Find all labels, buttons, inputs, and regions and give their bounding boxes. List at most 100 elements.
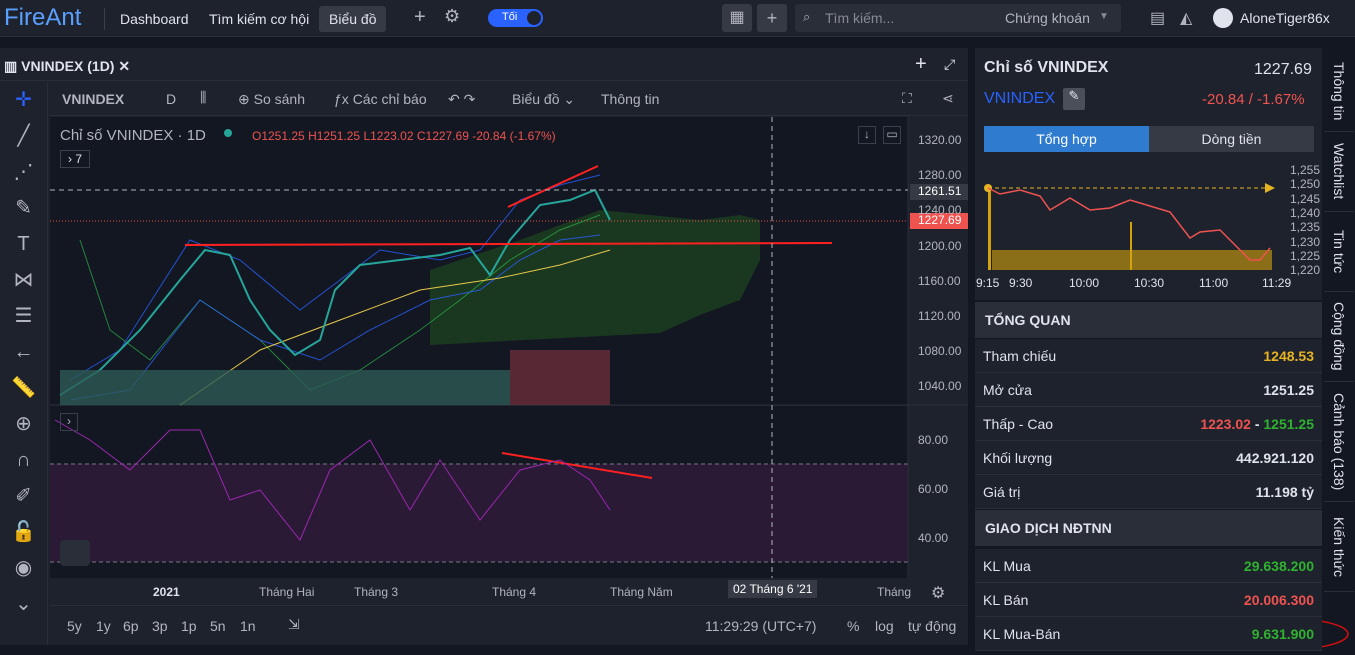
- tb-interval[interactable]: D: [166, 91, 177, 107]
- bell-icon[interactable]: ◭: [1180, 10, 1193, 27]
- range-btn[interactable]: 3p: [152, 618, 168, 634]
- nav-dashboard[interactable]: Dashboard: [120, 11, 189, 27]
- edit-btn[interactable]: ✎: [1063, 88, 1085, 110]
- tb-compare[interactable]: ⊕ So sánh: [238, 91, 305, 107]
- range-btn[interactable]: 1p: [181, 618, 197, 634]
- auto-toggle[interactable]: tự động: [908, 618, 957, 634]
- overview-row: Khối lượng 442.921.120: [975, 441, 1322, 475]
- mini-chart: [984, 183, 1275, 270]
- mini-y-label: 1,255: [1290, 163, 1321, 177]
- date-range-icon[interactable]: ⇲: [288, 616, 300, 632]
- tab-icon: ▥: [4, 58, 22, 74]
- row-label: Tham chiếu: [983, 348, 1057, 364]
- price-tick-label: 1080.00: [918, 344, 962, 358]
- status-dot: [224, 129, 232, 137]
- price-tick-label: 1160.00: [918, 274, 961, 288]
- divider: [104, 8, 105, 30]
- add-icon[interactable]: +: [414, 6, 426, 28]
- side-tab[interactable]: Thông tin: [1324, 52, 1354, 132]
- axis-settings[interactable]: ⚙: [931, 585, 946, 602]
- tb-candle[interactable]: ⫼: [200, 89, 207, 105]
- tb-share[interactable]: ⋖: [942, 90, 954, 106]
- tool-lock[interactable]: 🔓: [11, 521, 36, 543]
- tb-indicators[interactable]: ƒx Các chỉ báo: [334, 91, 427, 107]
- pane-down[interactable]: ↓: [858, 126, 876, 144]
- rsi-collapse[interactable]: ›: [60, 413, 78, 431]
- nav-search[interactable]: Tìm kiếm cơ hội: [209, 11, 310, 27]
- add-btn[interactable]: +: [757, 4, 787, 32]
- range-btn[interactable]: 5n: [210, 618, 226, 634]
- range-btn[interactable]: 5y: [67, 618, 82, 634]
- tool-text[interactable]: T: [17, 233, 30, 255]
- tool-collapse[interactable]: ⌄: [15, 593, 32, 615]
- tab-expand[interactable]: ⤢: [944, 56, 956, 72]
- overview-row: Tham chiếu 1248.53: [975, 339, 1322, 373]
- nav-chart[interactable]: Biểu đồ: [319, 6, 387, 32]
- time-tick-label: Tháng Hai: [259, 585, 315, 599]
- layout-btn[interactable]: ▦: [722, 4, 752, 32]
- mini-x-label: 10:30: [1134, 276, 1165, 290]
- range-btn[interactable]: 1y: [96, 618, 111, 634]
- logo[interactable]: FireAnt: [4, 4, 82, 31]
- divider: [0, 80, 968, 81]
- percent-toggle[interactable]: %: [847, 618, 860, 634]
- legend-title: Chỉ số VNINDEX · 1D: [60, 127, 206, 144]
- tool-line[interactable]: ╱: [17, 125, 30, 147]
- side-tab[interactable]: Cảnh báo (138): [1324, 382, 1354, 502]
- search-scope[interactable]: Chứng khoán: [1005, 10, 1090, 26]
- pane-max[interactable]: ▭: [883, 126, 901, 144]
- range-btn[interactable]: 6p: [123, 618, 139, 634]
- side-tab[interactable]: Tin tức: [1324, 212, 1354, 292]
- mini-x-label: 11:00: [1199, 276, 1229, 290]
- avatar[interactable]: [1213, 8, 1233, 28]
- tool-zoom[interactable]: ⊕: [15, 413, 32, 435]
- price-tick-label: 1320.00: [918, 133, 962, 147]
- time-tick-label: Tháng: [877, 585, 912, 599]
- last-price: 1227.69: [910, 213, 968, 229]
- tool-measure[interactable]: ☰: [14, 305, 33, 327]
- row-value-part: -: [1254, 416, 1260, 432]
- legend-collapse[interactable]: › 7: [60, 150, 90, 168]
- chart-tab[interactable]: ▥ VNINDEX (1D) ✕: [4, 58, 131, 74]
- tool-ruler[interactable]: 📏: [11, 377, 36, 399]
- tb-undo[interactable]: ↶ ↷: [448, 91, 476, 107]
- side-tab[interactable]: Watchlist: [1324, 132, 1354, 212]
- tb-fullscreen[interactable]: ⛶: [902, 90, 912, 106]
- chat-icon[interactable]: ▤: [1150, 10, 1166, 27]
- user-name[interactable]: AloneTiger86x: [1240, 10, 1330, 26]
- band-lower: [69, 234, 601, 401]
- summary-symbol[interactable]: VNINDEX: [984, 90, 1056, 107]
- tab-flow[interactable]: Dòng tiền: [1149, 126, 1314, 152]
- tb-info[interactable]: Thông tin: [601, 91, 660, 107]
- tool-cross[interactable]: ✛: [15, 89, 32, 111]
- row-value-part: 1223.02: [1200, 416, 1251, 432]
- side-tab[interactable]: Cộng đồng: [1324, 292, 1354, 382]
- search-icon: ⌕: [803, 9, 811, 24]
- tb-symbol[interactable]: VNINDEX: [62, 91, 125, 107]
- tool-pattern[interactable]: ⋈: [13, 269, 34, 291]
- tool-lock-draw[interactable]: ✐: [15, 485, 32, 507]
- mini-x-label: 9:15: [976, 276, 1000, 290]
- top-bar: FireAnt Dashboard Tìm kiếm cơ hội Biểu đ…: [0, 0, 1355, 37]
- log-toggle[interactable]: log: [875, 618, 894, 634]
- support-line: [184, 242, 833, 246]
- range-btn[interactable]: 1n: [240, 618, 256, 634]
- tab-add[interactable]: +: [915, 53, 927, 75]
- search-box[interactable]: ⌕ Tìm kiếm... Chứng khoán ▼: [795, 4, 1121, 32]
- tool-eye[interactable]: ◉: [14, 557, 33, 579]
- tool-magnet[interactable]: ∩: [16, 449, 31, 471]
- tab-overview[interactable]: Tổng hợp: [984, 126, 1149, 152]
- legend-open: O1251.25: [252, 129, 305, 143]
- rsi-band: [50, 464, 908, 562]
- row-label: KL Mua: [983, 558, 1031, 574]
- tool-brush[interactable]: ✎: [15, 197, 32, 219]
- overview-row: Giá trị 11.198 tỷ: [975, 475, 1322, 509]
- theme-toggle[interactable]: Tối: [488, 9, 543, 27]
- tool-fib[interactable]: ⋰: [13, 161, 34, 183]
- side-tab[interactable]: Kiến thức: [1324, 502, 1354, 592]
- mini-y-label: 1,235: [1290, 220, 1321, 235]
- tb-chart[interactable]: Biểu đồ ⌄: [512, 91, 576, 107]
- mini-volume: [988, 190, 1272, 270]
- settings-icon[interactable]: ⚙: [444, 6, 461, 26]
- tool-back[interactable]: ←: [13, 341, 34, 363]
